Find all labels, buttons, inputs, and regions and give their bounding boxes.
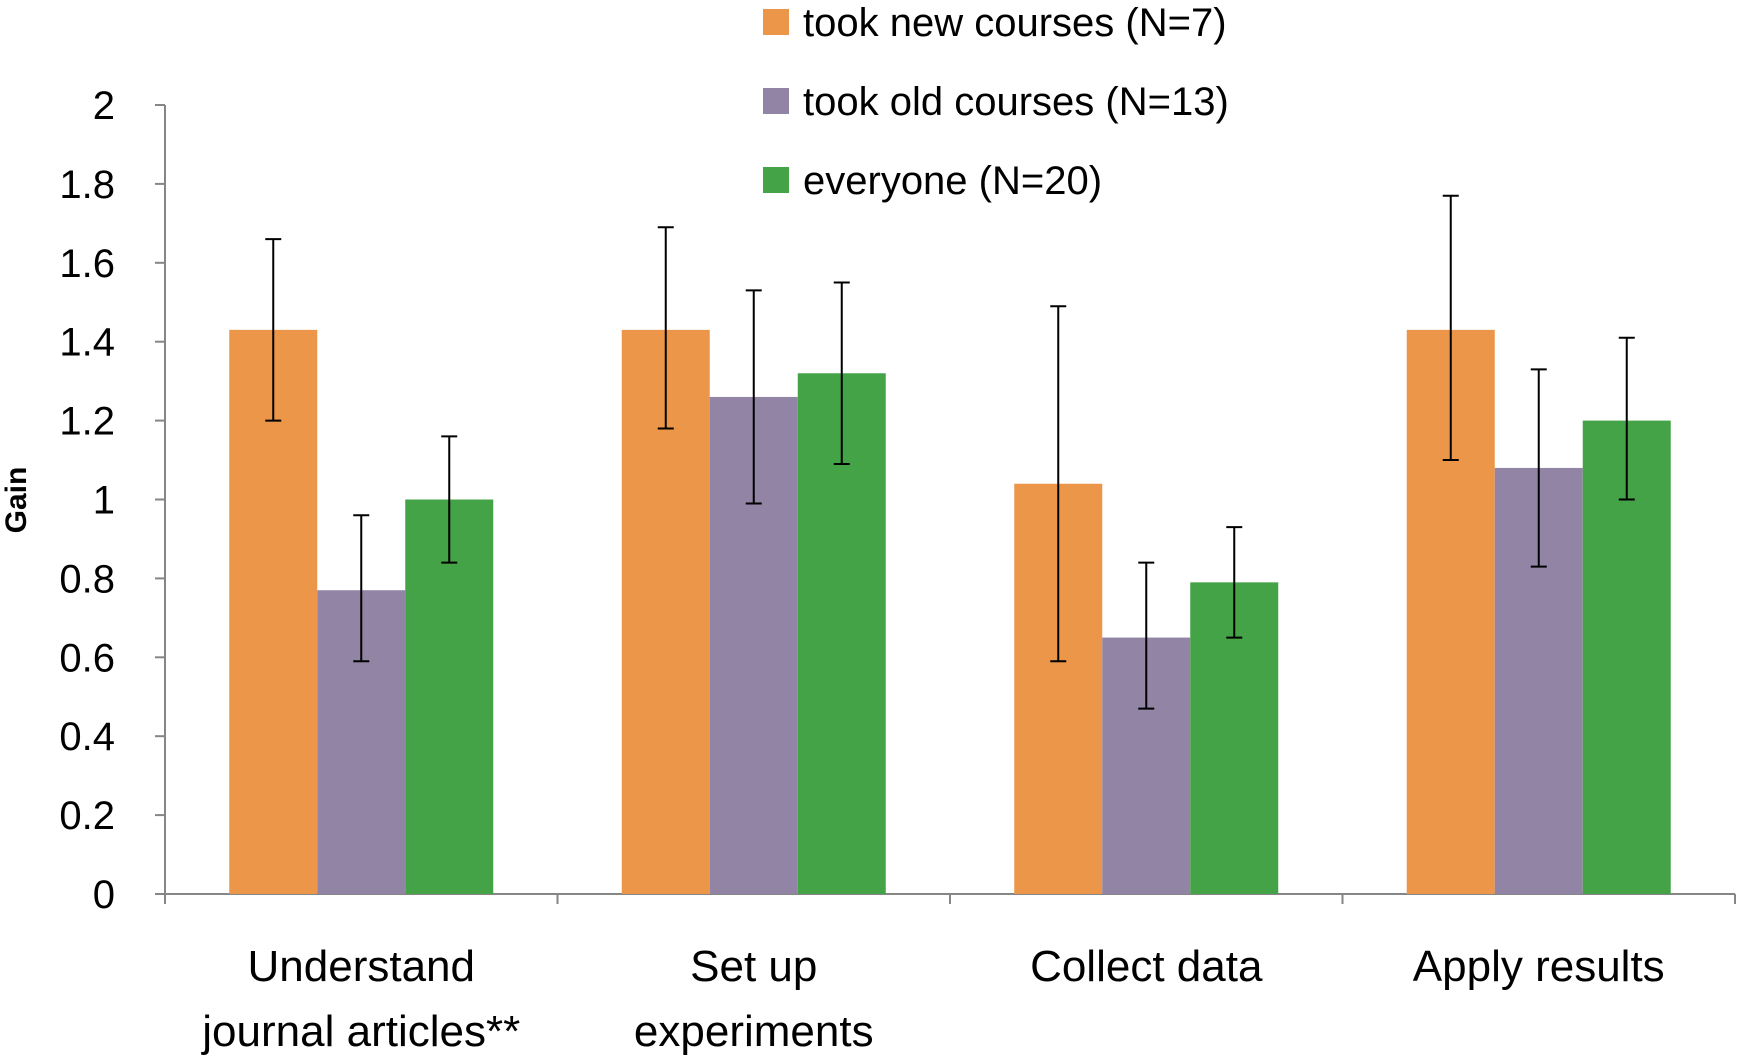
legend: took new courses (N=7) took old courses (… — [763, 1, 1229, 203]
x-axis — [164, 893, 1736, 904]
legend-label: everyone (N=20) — [803, 159, 1102, 203]
legend-swatch — [763, 9, 789, 35]
legend-label: took old courses (N=13) — [803, 80, 1229, 124]
y-tick-label: 1.8 — [59, 163, 115, 207]
bars — [229, 329, 1671, 894]
y-tick-label: 1 — [93, 479, 115, 523]
legend-label: took new courses (N=7) — [803, 1, 1227, 45]
y-tick-label: 1.4 — [59, 321, 115, 365]
y-tick-label: 0.6 — [59, 636, 115, 680]
category-label: journal articles** — [200, 1007, 520, 1055]
y-axis-title: Gain — [0, 467, 33, 534]
error-bars — [265, 194, 1635, 710]
y-tick-label: 0 — [93, 873, 115, 917]
category-labels: Understand journal articles** Set up experi… — [200, 942, 1664, 1055]
legend-swatch — [763, 88, 789, 114]
y-tick-label: 0.8 — [59, 557, 115, 601]
category-label: Apply results — [1413, 942, 1665, 991]
legend-swatch — [763, 167, 789, 193]
y-tick-label: 2 — [93, 84, 115, 128]
y-tick-label: 0.4 — [59, 715, 115, 759]
y-axis: 0 0.2 0.4 0.6 0.8 1 1.2 1.4 1.6 1.8 2 — [59, 84, 166, 917]
y-tick-label: 1.2 — [59, 400, 115, 444]
category-label: Set up — [690, 942, 817, 991]
y-tick-label: 1.6 — [59, 242, 115, 286]
y-tick-label: 0.2 — [59, 794, 115, 838]
category-label: experiments — [634, 1007, 874, 1055]
bar — [405, 499, 494, 894]
category-label: Understand — [248, 942, 475, 991]
bar — [229, 329, 318, 894]
category-label: Collect data — [1030, 942, 1263, 991]
